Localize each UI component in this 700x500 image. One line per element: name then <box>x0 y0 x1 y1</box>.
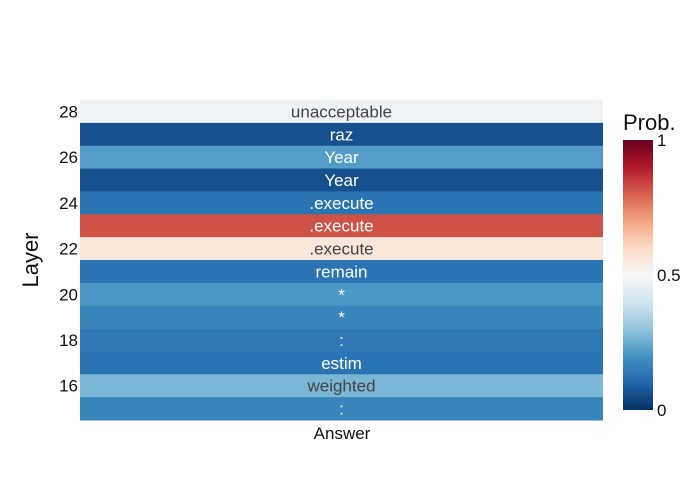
colorbar-tick-label: 1 <box>657 131 666 150</box>
heatmap-cell <box>80 100 603 124</box>
heatmap-cell-label: raz <box>330 125 354 144</box>
heatmap-cell <box>80 328 603 352</box>
heatmap-cell <box>80 260 603 284</box>
heatmap-cell-label: Year <box>324 148 359 167</box>
colorbar-tick-label: 0 <box>657 401 666 420</box>
heatmap-cell <box>80 237 603 261</box>
y-tick-label: 20 <box>59 285 78 304</box>
heatmap-cell <box>80 145 603 170</box>
colorbar-ticks: 00.51 <box>657 131 681 420</box>
heatmap-cell-label: * <box>338 308 345 327</box>
heatmap-cell <box>80 191 603 215</box>
colorbar-title: Prob. <box>623 110 676 135</box>
heatmap-cell-label: Year <box>324 171 359 190</box>
y-tick-label: 16 <box>59 377 78 396</box>
heatmap-cell <box>80 351 603 375</box>
y-tick-label: 24 <box>59 194 78 213</box>
heatmap-cell <box>80 122 603 147</box>
heatmap-cell <box>80 397 603 421</box>
heatmap-cell-label: weighted <box>306 377 375 396</box>
y-tick-label: 22 <box>59 240 78 259</box>
colorbar: Prob. 00.51 <box>623 110 681 420</box>
heatmap-cell <box>80 374 603 398</box>
heatmap-cell-label: estim <box>321 354 362 373</box>
y-tick-label: 26 <box>59 148 78 167</box>
heatmap-cell <box>80 282 603 307</box>
heatmap-cell-label: .execute <box>309 194 373 213</box>
heatmap-cells: unacceptable raz Year Year .execute .execute.… <box>80 100 603 421</box>
heatmap-cell-label: : <box>339 400 344 419</box>
y-axis-title: Layer <box>18 232 43 287</box>
heatmap-cell-label: * <box>338 285 345 304</box>
heatmap-cell-label: : <box>339 331 344 350</box>
heatmap-cell-label: remain <box>316 262 368 281</box>
heatmap-cell-label: .execute <box>309 217 373 236</box>
heatmap-cell <box>80 168 603 192</box>
x-tick-label: Answer <box>314 424 371 443</box>
heatmap-cell <box>80 214 603 238</box>
heatmap-cell-label: .execute <box>309 240 373 259</box>
y-tick-label: 28 <box>59 102 78 121</box>
colorbar-tick-label: 0.5 <box>657 266 681 285</box>
heatmap-cell <box>80 305 603 330</box>
heatmap-cell-label: unacceptable <box>291 102 392 121</box>
colorbar-gradient <box>623 140 653 410</box>
y-axis-ticks: 16 18 20 22 24 26 28 <box>59 102 78 395</box>
y-tick-label: 18 <box>59 331 78 350</box>
